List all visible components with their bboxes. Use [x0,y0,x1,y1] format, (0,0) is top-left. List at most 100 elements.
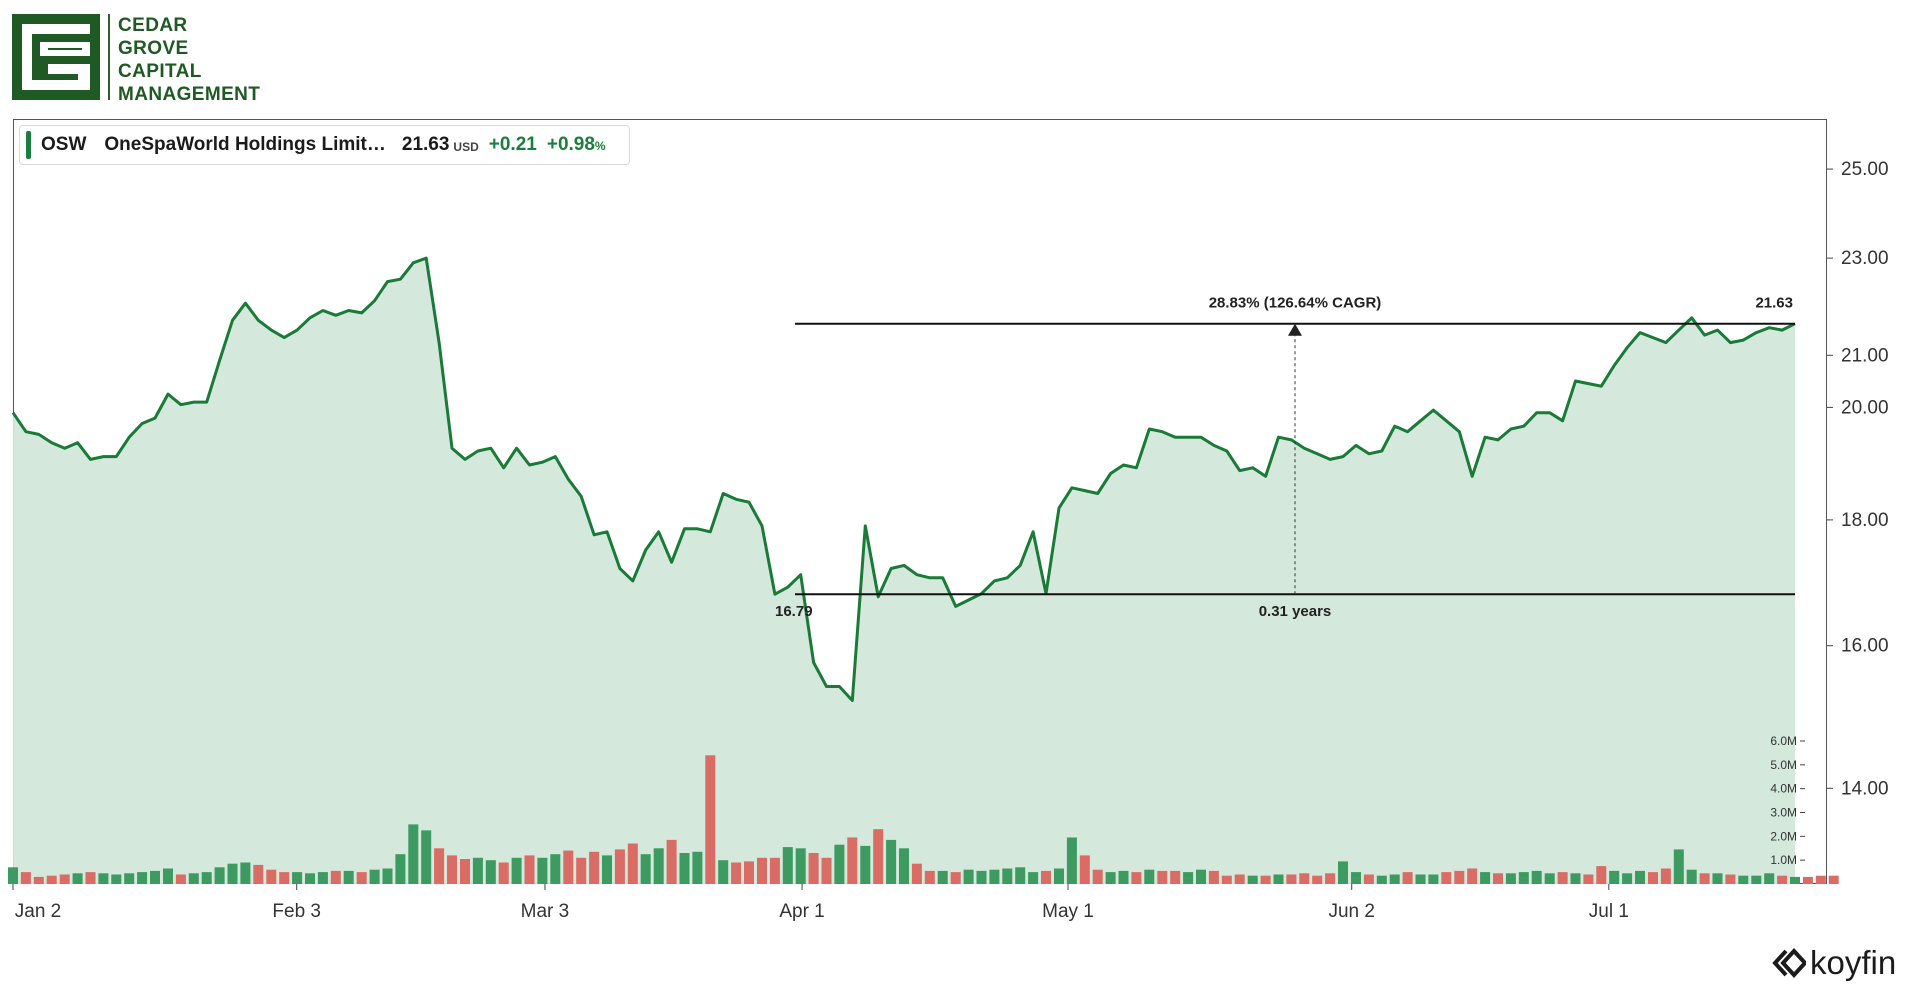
volume-bar [1299,873,1310,884]
volume-bar [124,873,135,884]
volume-bar [1673,849,1684,884]
volume-bar [1648,872,1658,884]
percent-change-value: +0.98 [546,134,595,155]
volume-bar [1583,874,1594,884]
volume-bar [821,857,832,884]
volume-bar [744,861,754,884]
volume-bar [1054,868,1064,884]
annotation-end-value: 21.63 [1755,295,1793,312]
volume-bar [46,875,57,884]
volume-bar [937,870,948,884]
volume-bar [266,869,277,884]
percent-symbol: % [594,139,606,153]
axes: 25.00 23.00 21.00 20.00 18.00 16.00 14.00 6.0M 5… [12,159,1889,922]
volume-bar [963,869,974,884]
ticker-symbol: OSW [41,134,87,155]
volume-bar [1208,870,1219,884]
volume-bar [692,851,703,884]
volume-bar [485,860,496,884]
volume-bar [382,868,393,884]
volume-bar [873,829,884,884]
volume-bar [137,872,148,884]
y-tick-label: 16.00 [1841,636,1889,657]
volume-bar [1802,876,1813,884]
volume-bar [20,872,31,884]
volume-bar [369,869,380,884]
volume-bar [356,872,367,884]
volume-bar [757,857,767,884]
quote-header[interactable]: OSW OneSpaWorld Holdings Limit… 21.63 US… [19,125,630,165]
volume-bar [1738,875,1749,884]
y-tick-label: 20.00 [1841,397,1889,418]
volume-bar [1480,872,1491,884]
x-tick-label: Mar 3 [521,901,570,922]
volume-bar [33,876,44,884]
volume-bar [1686,869,1697,884]
y-tick-label: 14.00 [1841,778,1889,799]
volume-bar [1221,875,1232,884]
volume-bar [860,845,871,884]
volume-bar [253,864,264,884]
volume-bar [1596,866,1607,884]
volume-bar [472,857,483,884]
volume-bar [214,867,225,884]
volume-bar [1325,873,1336,884]
volume-bar [782,847,793,884]
volume-tick-label: 3.0M [1770,806,1797,820]
volume-bar [1144,869,1155,884]
volume-bar [98,873,109,884]
koyfin-logo-icon [1772,948,1806,978]
volume-bar [1415,874,1426,884]
volume-bar [1467,868,1478,884]
volume-bar [640,854,651,884]
volume-bar [537,857,548,884]
koyfin-watermark: koyfin [1772,944,1896,982]
volume-bar [847,837,858,884]
volume-tick-label: 2.0M [1770,829,1797,843]
x-tick-label: Jun 2 [1328,901,1374,922]
volume-bar [408,824,419,884]
volume-bar [1079,855,1090,884]
volume-bar [1428,874,1439,884]
volume-bar [188,873,199,884]
volume-bar [1041,870,1051,884]
volume-bar [589,851,600,884]
volume-bar [1402,872,1413,884]
volume-bar [653,848,664,885]
volume-bar [950,872,961,884]
volume-bar [447,855,457,884]
volume-bar [924,870,935,884]
volume-bar [1196,869,1206,884]
volume-bar [1622,873,1633,884]
volume-bar [576,857,587,884]
volume-bar [627,843,638,884]
x-tick-label: May 1 [1042,901,1094,922]
volume-bar [1015,867,1026,884]
volume-bar [227,863,238,884]
volume-bar [434,848,445,885]
x-tick-label: Apr 1 [779,901,824,922]
volume-bar [1157,870,1168,884]
volume-bar [395,854,406,884]
volume-bar [808,853,819,884]
volume-tick-label: 6.0M [1770,734,1797,748]
volume-bar [1777,875,1788,884]
brand-line-3: CAPITAL [118,61,202,82]
volume-bar [666,839,677,884]
volume-bar [1066,837,1077,884]
volume-bar [498,862,509,884]
volume-bar [563,850,574,884]
volume-bar [1699,873,1710,884]
volume-bar [1531,870,1542,884]
volume-bar [1234,874,1245,884]
volume-bar [1635,870,1645,884]
volume-bar [769,857,780,884]
volume-bar [976,870,987,884]
x-tick-label: Jan 2 [15,901,61,922]
volume-bar [175,874,186,884]
brand-line-1: CEDAR [118,15,188,36]
volume-bar [1338,861,1348,884]
x-tick-label: Feb 3 [272,901,321,922]
koyfin-label: koyfin [1810,944,1897,981]
